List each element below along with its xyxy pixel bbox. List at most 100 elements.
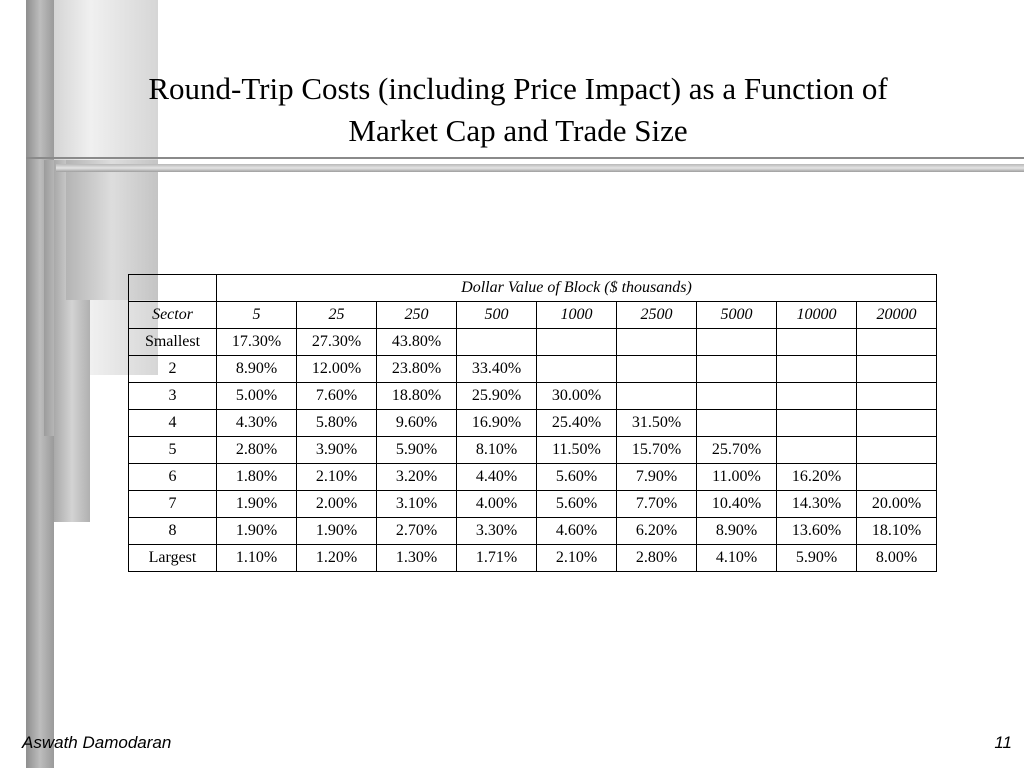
value-cell — [536, 355, 617, 383]
table-row: Smallest 17.30% 27.30% 43.80% — [128, 328, 937, 356]
value-cell — [616, 328, 697, 356]
value-cell: 10.40% — [696, 490, 777, 518]
sector-cell: 3 — [128, 382, 217, 410]
value-cell: 1.10% — [216, 544, 297, 572]
value-cell: 5.60% — [536, 463, 617, 491]
value-cell: 7.70% — [616, 490, 697, 518]
value-cell: 15.70% — [616, 436, 697, 464]
value-cell: 4.40% — [456, 463, 537, 491]
value-cell: 3.10% — [376, 490, 457, 518]
slide-title-line-2: Market Cap and Trade Size — [348, 113, 688, 148]
value-cell: 8.90% — [216, 355, 297, 383]
value-cell: 1.71% — [456, 544, 537, 572]
column-header: 25 — [296, 301, 377, 329]
value-cell: 3.30% — [456, 517, 537, 545]
value-cell: 8.90% — [696, 517, 777, 545]
value-cell: 1.30% — [376, 544, 457, 572]
value-cell: 18.80% — [376, 382, 457, 410]
value-cell: 6.20% — [616, 517, 697, 545]
value-cell: 25.90% — [456, 382, 537, 410]
table-row: 7 1.90% 2.00% 3.10% 4.00% 5.60% 7.70% 10.40% 14.… — [128, 490, 937, 518]
value-cell: 2.80% — [216, 436, 297, 464]
value-cell: 2.70% — [376, 517, 457, 545]
table-row: 2 8.90% 12.00% 23.80% 33.40% — [128, 355, 937, 383]
value-cell — [856, 436, 937, 464]
table-row: 8 1.90% 1.90% 2.70% 3.30% 4.60% 6.20% 8.90% 13.6… — [128, 517, 937, 545]
value-cell: 8.00% — [856, 544, 937, 572]
value-cell: 4.30% — [216, 409, 297, 437]
table-group-header-row: Dollar Value of Block ($ thousands) — [128, 274, 937, 302]
sector-cell: Largest — [128, 544, 217, 572]
value-cell: 9.60% — [376, 409, 457, 437]
value-cell — [696, 409, 777, 437]
value-cell: 7.90% — [616, 463, 697, 491]
column-header: 20000 — [856, 301, 937, 329]
value-cell: 5.90% — [376, 436, 457, 464]
value-cell: 4.60% — [536, 517, 617, 545]
value-cell: 23.80% — [376, 355, 457, 383]
sector-cell: Smallest — [128, 328, 217, 356]
value-cell: 18.10% — [856, 517, 937, 545]
table-column-header-row: Sector 5 25 250 500 1000 2500 5000 10000 20000 — [128, 301, 937, 329]
value-cell: 5.00% — [216, 382, 297, 410]
table-row: 6 1.80% 2.10% 3.20% 4.40% 5.60% 7.90% 11.00% 16.… — [128, 463, 937, 491]
value-cell: 5.90% — [776, 544, 857, 572]
column-header: 5 — [216, 301, 297, 329]
round-trip-costs-table: Dollar Value of Block ($ thousands) Sect… — [128, 274, 937, 572]
value-cell: 4.10% — [696, 544, 777, 572]
value-cell: 16.90% — [456, 409, 537, 437]
value-cell: 1.20% — [296, 544, 377, 572]
value-cell: 16.20% — [776, 463, 857, 491]
column-header: 2500 — [616, 301, 697, 329]
value-cell — [856, 382, 937, 410]
value-cell: 5.60% — [536, 490, 617, 518]
value-cell: 1.90% — [296, 517, 377, 545]
value-cell: 11.00% — [696, 463, 777, 491]
value-cell — [696, 328, 777, 356]
value-cell: 5.80% — [296, 409, 377, 437]
value-cell: 33.40% — [456, 355, 537, 383]
value-cell: 2.10% — [536, 544, 617, 572]
value-cell: 27.30% — [296, 328, 377, 356]
slide-title-line-1: Round-Trip Costs (including Price Impact… — [148, 71, 888, 106]
value-cell: 3.90% — [296, 436, 377, 464]
table-row: 4 4.30% 5.80% 9.60% 16.90% 25.40% 31.50% — [128, 409, 937, 437]
sector-cell: 4 — [128, 409, 217, 437]
slide-title: Round-Trip Costs (including Price Impact… — [60, 68, 976, 152]
value-cell: 25.40% — [536, 409, 617, 437]
column-header: 250 — [376, 301, 457, 329]
value-cell — [856, 409, 937, 437]
value-cell — [616, 355, 697, 383]
value-cell: 13.60% — [776, 517, 857, 545]
table-corner-cell — [128, 274, 217, 302]
value-cell: 17.30% — [216, 328, 297, 356]
value-cell: 14.30% — [776, 490, 857, 518]
divider-bar — [56, 164, 1024, 172]
value-cell: 1.80% — [216, 463, 297, 491]
dollar-value-header: Dollar Value of Block ($ thousands) — [216, 274, 937, 302]
sector-cell: 8 — [128, 517, 217, 545]
table-row: 3 5.00% 7.60% 18.80% 25.90% 30.00% — [128, 382, 937, 410]
value-cell: 4.00% — [456, 490, 537, 518]
column-header: 500 — [456, 301, 537, 329]
footer-author: Aswath Damodaran — [22, 733, 172, 752]
value-cell: 31.50% — [616, 409, 697, 437]
sector-cell: 6 — [128, 463, 217, 491]
sector-cell: 5 — [128, 436, 217, 464]
value-cell: 30.00% — [536, 382, 617, 410]
value-cell: 2.00% — [296, 490, 377, 518]
value-cell: 2.80% — [616, 544, 697, 572]
value-cell — [776, 382, 857, 410]
value-cell: 20.00% — [856, 490, 937, 518]
value-cell — [696, 355, 777, 383]
value-cell — [616, 382, 697, 410]
sector-cell: 2 — [128, 355, 217, 383]
value-cell — [776, 355, 857, 383]
table-row: 5 2.80% 3.90% 5.90% 8.10% 11.50% 15.70% 25.70% — [128, 436, 937, 464]
column-header: 5000 — [696, 301, 777, 329]
value-cell: 12.00% — [296, 355, 377, 383]
value-cell: 3.20% — [376, 463, 457, 491]
column-header: 10000 — [776, 301, 857, 329]
value-cell: 43.80% — [376, 328, 457, 356]
value-cell — [776, 436, 857, 464]
